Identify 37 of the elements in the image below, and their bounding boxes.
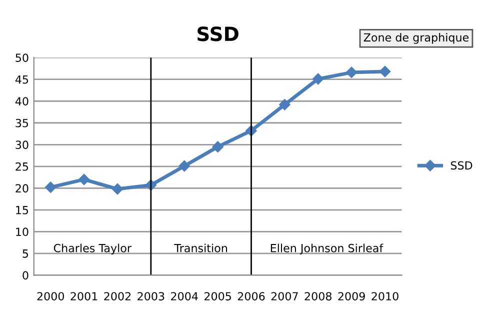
y-tick-label: 35 <box>16 118 28 128</box>
point <box>312 73 324 85</box>
x-tick-label: 2007 <box>271 292 298 300</box>
legend-label: SSD <box>450 161 472 170</box>
point <box>212 141 224 152</box>
y-tick-label: 45 <box>15 75 28 84</box>
x-tick-label: 2005 <box>204 292 231 300</box>
point <box>379 66 391 78</box>
x-tick-label: 2006 <box>238 292 265 300</box>
x-tick-label: 2001 <box>70 292 98 300</box>
y-tick-label: 40 <box>15 97 28 106</box>
y-tick-label: 25 <box>16 162 28 171</box>
x-tick-label: 2003 <box>138 292 164 300</box>
chart-title: SSD <box>198 26 238 42</box>
y-tick-label: 50 <box>16 54 28 62</box>
y-tick-label: 15 <box>16 206 28 214</box>
annotation: Ellen Johnson Sirleaf <box>270 244 384 254</box>
y-tick-label: 10 <box>16 228 28 236</box>
point <box>44 182 56 193</box>
y-tick-label: 5 <box>22 250 28 258</box>
x-tick-label: 2009 <box>338 292 365 300</box>
x-tick-label: 2000 <box>37 292 64 300</box>
x-tick-label: 2002 <box>104 292 131 300</box>
point <box>178 160 190 172</box>
annotation: Transition <box>174 244 227 252</box>
annotation: Charles Taylor <box>54 244 132 254</box>
y-tick-label: 30 <box>16 140 28 150</box>
point <box>78 174 90 186</box>
y-tick-label: 20 <box>16 184 28 193</box>
x-tick-label: 2008 <box>304 292 332 300</box>
point <box>112 183 124 195</box>
point <box>279 98 290 110</box>
point <box>346 66 358 78</box>
text: Zone de graphique <box>364 33 469 44</box>
x-tick-label: 2010 <box>372 292 398 300</box>
x-tick-label: 2004 <box>171 292 198 300</box>
y-tick-label: 0 <box>22 271 28 280</box>
